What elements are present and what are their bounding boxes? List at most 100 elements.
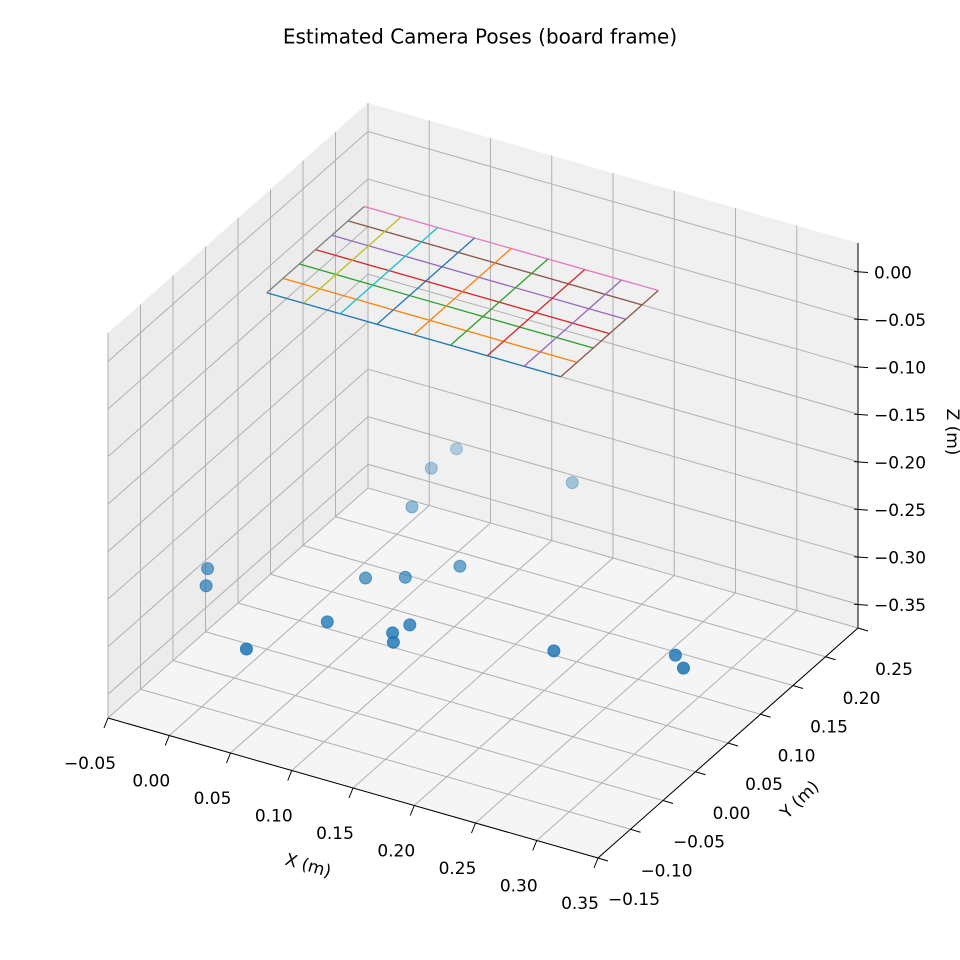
x-tick-label: 0.25 — [439, 859, 477, 879]
y-tick-label: −0.05 — [673, 833, 725, 853]
points-layer — [199, 442, 690, 675]
y-tick-label: 0.25 — [875, 660, 913, 680]
board-line — [486, 269, 586, 357]
point — [547, 644, 561, 658]
board-line — [303, 216, 402, 304]
point — [453, 559, 467, 573]
grid-line — [107, 178, 369, 410]
chart-title: Estimated Camera Poses (board frame) — [283, 25, 677, 49]
x-tick-label: 0.15 — [316, 824, 354, 844]
z-tick-mark — [853, 413, 869, 416]
y-axis-label: Y (m) — [776, 777, 823, 824]
x-tick-label: 0.35 — [561, 894, 599, 914]
board-line — [450, 258, 549, 346]
grid-line — [367, 368, 859, 510]
x-tick-mark — [532, 840, 538, 851]
grid-line — [140, 688, 631, 830]
board-line — [523, 279, 622, 367]
point — [201, 562, 215, 576]
y-tick-label: 0.10 — [778, 746, 816, 766]
point — [386, 635, 400, 649]
y-tick-label: −0.10 — [640, 861, 692, 881]
x-tick-mark — [287, 770, 293, 781]
point — [668, 648, 682, 662]
grid-line — [367, 273, 859, 415]
point — [398, 570, 412, 584]
point — [405, 500, 419, 514]
z-tick-mark — [853, 271, 869, 274]
grid-line — [270, 573, 761, 715]
z-tick-mark — [853, 318, 869, 321]
y-tick-mark — [857, 627, 869, 632]
z-tick-label: 0.00 — [874, 264, 912, 284]
grid-line — [107, 131, 369, 362]
point — [320, 615, 334, 629]
grid-line — [107, 368, 369, 600]
board-line — [339, 227, 439, 315]
grid-line — [302, 545, 794, 686]
board-line — [413, 248, 512, 336]
y-tick-mark — [695, 771, 706, 776]
axis-line — [107, 717, 599, 859]
z-tick-label: −0.30 — [874, 549, 926, 569]
point — [449, 442, 463, 456]
y-tick-mark — [727, 742, 739, 747]
y-tick-label: 0.20 — [843, 689, 881, 709]
x-tick-mark — [471, 822, 476, 834]
board-line — [560, 290, 659, 378]
y-tick-label: 0.05 — [745, 775, 783, 795]
z-tick-label: −0.20 — [874, 454, 926, 474]
board-line — [376, 237, 475, 325]
board-layer — [266, 205, 659, 378]
y-tick-mark — [825, 656, 836, 661]
z-tick-label: −0.35 — [874, 596, 926, 616]
z-tick-label: −0.25 — [874, 501, 926, 521]
point — [565, 476, 579, 490]
grid-line — [205, 631, 696, 773]
x-axis-label: X (m) — [283, 850, 334, 882]
z-tick-mark — [853, 603, 869, 606]
grid-line — [172, 660, 664, 801]
x-tick-mark — [593, 857, 599, 869]
grid-line — [367, 416, 859, 558]
grid-line — [107, 273, 369, 505]
x-tick-mark — [103, 717, 109, 729]
z-tick-label: −0.10 — [874, 359, 926, 379]
grid-line — [367, 487, 859, 629]
x-tick-label: 0.05 — [194, 789, 232, 809]
y-tick-mark — [597, 857, 609, 862]
z-axis-label: Z (m) — [942, 409, 960, 456]
grid-line — [367, 463, 859, 605]
grid-line — [107, 463, 369, 695]
z-tick-label: −0.05 — [874, 311, 926, 331]
point — [359, 571, 373, 585]
x-tick-label: 0.00 — [132, 772, 170, 792]
x-tick-label: 0.30 — [500, 877, 538, 897]
grid-line — [107, 226, 369, 457]
board-line — [266, 206, 365, 294]
y-tick-label: −0.15 — [608, 890, 660, 910]
axis-line — [597, 627, 859, 859]
axes-layer: −0.05 0.00 0.05 0.10 0.15 0.20 0.25 0.30 0.35 −0.… — [64, 243, 926, 914]
x-tick-mark — [226, 752, 231, 764]
z-tick-label: −0.15 — [874, 406, 926, 426]
z-tick-mark — [853, 508, 869, 511]
y-tick-label: 0.00 — [713, 804, 751, 824]
x-tick-label: 0.20 — [377, 842, 415, 862]
y-tick-label: 0.15 — [810, 718, 848, 738]
x-tick-label: 0.10 — [255, 807, 293, 827]
x-tick-mark — [164, 735, 170, 746]
x-tick-mark — [348, 787, 354, 799]
grid-line — [367, 131, 859, 272]
grid-line — [237, 602, 729, 744]
point — [239, 642, 253, 656]
y-tick-mark — [630, 828, 641, 833]
x-tick-label: −0.05 — [64, 754, 116, 774]
point — [424, 461, 438, 475]
grid-line — [107, 416, 369, 648]
y-tick-mark — [792, 685, 804, 689]
point — [403, 618, 417, 632]
z-tick-mark — [853, 461, 869, 464]
grid-line — [367, 178, 859, 320]
